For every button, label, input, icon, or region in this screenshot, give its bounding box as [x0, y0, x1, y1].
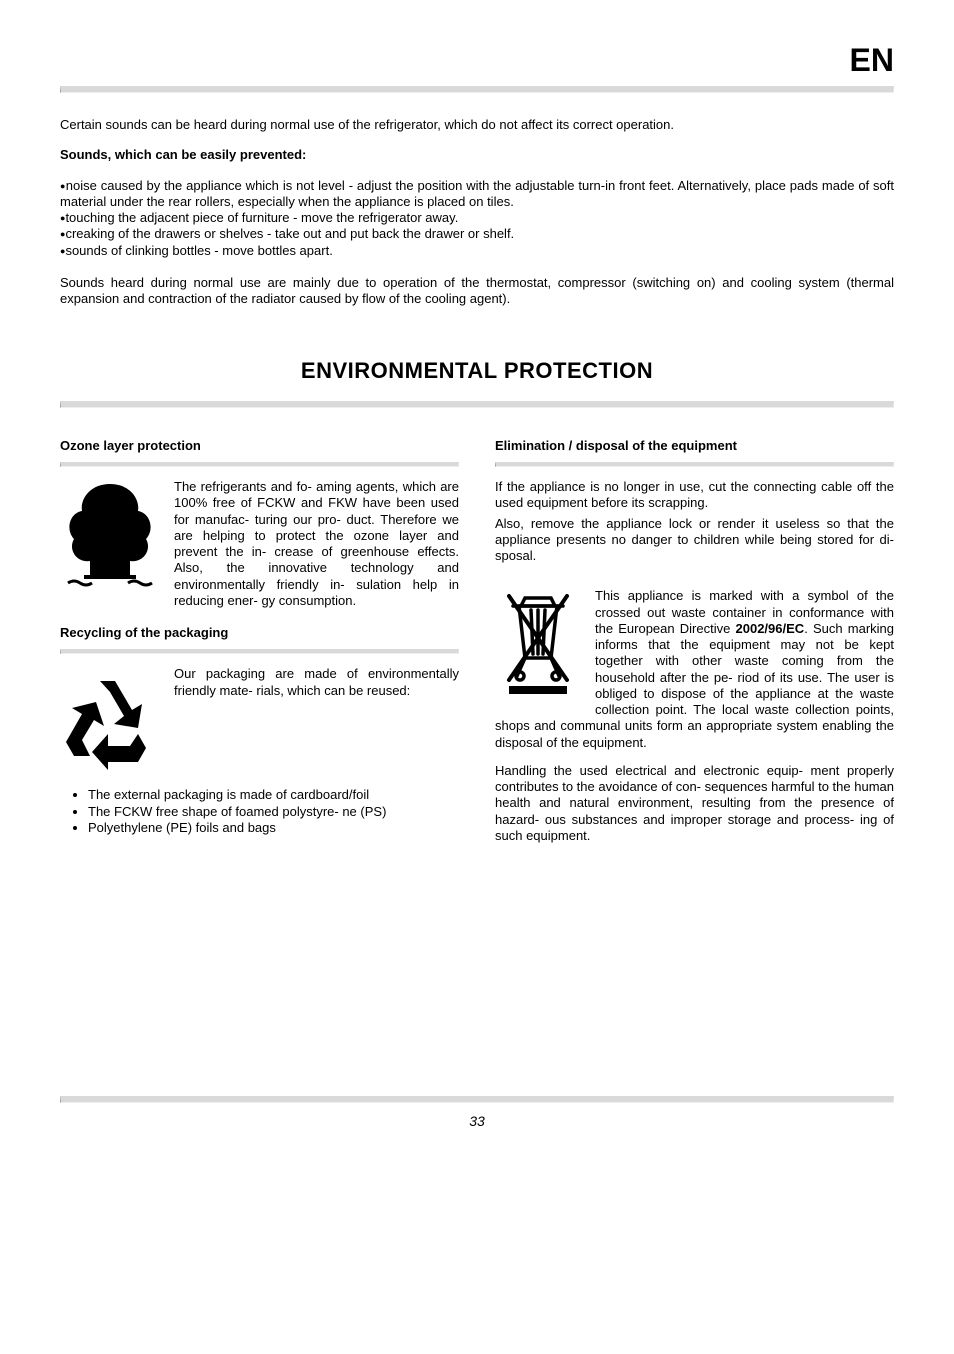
- page-number: 33: [60, 1113, 894, 1131]
- tree-icon: [60, 479, 160, 589]
- ozone-block: The refrigerants and fo- aming agents, w…: [60, 479, 459, 609]
- top-divider: [60, 86, 894, 93]
- sounds-note: Sounds heard during normal use are mainl…: [60, 275, 894, 308]
- elim-p4: Handling the used electrical and electro…: [495, 763, 894, 844]
- bottom-divider: [60, 1096, 894, 1103]
- bullet-item: noise caused by the appliance which is n…: [60, 178, 894, 211]
- recycle-text: Our packaging are made of environmentall…: [174, 666, 459, 771]
- right-column: Elimination / disposal of the equipment …: [495, 438, 894, 856]
- list-item: The external packaging is made of cardbo…: [88, 787, 459, 803]
- directive-bold: 2002/96/EC: [736, 621, 805, 636]
- intro-paragraph: Certain sounds can be heard during norma…: [60, 117, 894, 133]
- recycle-block: Our packaging are made of environmentall…: [60, 666, 459, 771]
- materials-list: The external packaging is made of cardbo…: [60, 787, 459, 836]
- ozone-text: The refrigerants and fo- aming agents, w…: [174, 479, 459, 609]
- sounds-heading: Sounds, which can be easily prevented:: [60, 147, 894, 163]
- bullet-item: sounds of clinking bottles - move bottle…: [60, 243, 894, 259]
- elimination-heading: Elimination / disposal of the equipment: [495, 438, 894, 454]
- list-item: Polyethylene (PE) foils and bags: [88, 820, 459, 836]
- language-code: EN: [60, 40, 894, 80]
- recycle-icon: [60, 666, 160, 771]
- elim-p2: Also, remove the appliance lock or rende…: [495, 516, 894, 565]
- bullet-item: touching the adjacent piece of furniture…: [60, 210, 894, 226]
- section-title: ENVIRONMENTAL PROTECTION: [60, 357, 894, 385]
- subsection-divider: [60, 462, 459, 467]
- bullet-item: creaking of the drawers or shelves - tak…: [60, 226, 894, 242]
- recycle-heading: Recycling of the packaging: [60, 625, 459, 641]
- list-item: The FCKW free shape of foamed polystyre-…: [88, 804, 459, 820]
- elim-p1: If the appliance is no longer in use, cu…: [495, 479, 894, 512]
- subsection-divider: [60, 649, 459, 654]
- weee-bin-icon: [495, 588, 581, 698]
- subsection-divider: [495, 462, 894, 467]
- left-column: Ozone layer protection The refrigerants …: [60, 438, 459, 856]
- weee-block: This appliance is marked with a symbol o…: [495, 588, 894, 751]
- ozone-heading: Ozone layer protection: [60, 438, 459, 454]
- section-divider: [60, 401, 894, 408]
- two-column-layout: Ozone layer protection The refrigerants …: [60, 438, 894, 856]
- bullet-list: noise caused by the appliance which is n…: [60, 178, 894, 259]
